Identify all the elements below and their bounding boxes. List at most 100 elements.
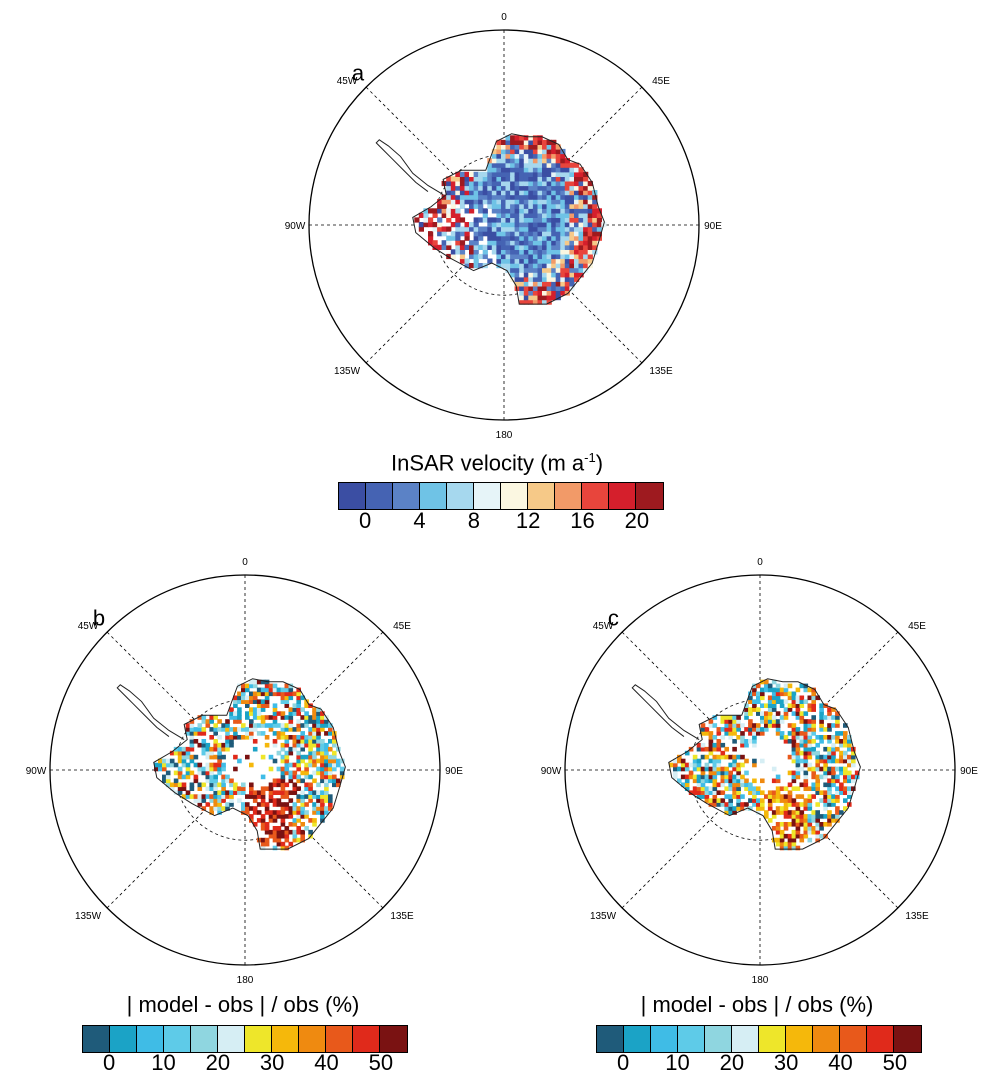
field-cell bbox=[280, 699, 286, 704]
field-cell bbox=[724, 715, 729, 720]
field-cell bbox=[811, 770, 816, 776]
field-cell bbox=[764, 715, 769, 720]
field-cell bbox=[336, 778, 341, 784]
field-cell bbox=[482, 176, 488, 182]
field-cell bbox=[712, 798, 718, 803]
field-cell bbox=[288, 774, 294, 780]
field-cell bbox=[491, 162, 497, 168]
field-cell bbox=[296, 727, 301, 732]
colorbar-swatch bbox=[393, 483, 420, 509]
field-cell bbox=[752, 739, 757, 744]
field-cell bbox=[432, 244, 438, 250]
field-cell bbox=[546, 249, 552, 255]
field-cell bbox=[519, 208, 525, 214]
field-cell bbox=[482, 194, 488, 200]
field-cell bbox=[177, 786, 183, 791]
field-cell bbox=[771, 699, 777, 704]
field-cell bbox=[564, 290, 570, 296]
field-cell bbox=[791, 731, 797, 736]
field-cell bbox=[744, 782, 749, 788]
field-cell bbox=[501, 139, 507, 145]
field-cell bbox=[795, 822, 801, 827]
field-cell bbox=[514, 240, 520, 246]
field-cell bbox=[752, 790, 757, 795]
field-cell bbox=[304, 762, 309, 768]
field-cell bbox=[249, 683, 254, 689]
field-cell bbox=[197, 742, 203, 748]
colorbar-swatch bbox=[732, 1026, 759, 1052]
field-cell bbox=[783, 739, 789, 744]
field-cell bbox=[587, 231, 593, 237]
field-cell bbox=[510, 212, 516, 218]
field-cell bbox=[505, 208, 511, 214]
field-cell bbox=[551, 217, 557, 223]
field-cell bbox=[300, 715, 305, 720]
field-cell bbox=[332, 754, 337, 760]
field-cell bbox=[724, 810, 729, 815]
field-cell bbox=[441, 240, 447, 246]
field-cell bbox=[260, 754, 266, 760]
field-cell bbox=[551, 285, 557, 291]
field-cell bbox=[487, 240, 493, 246]
field-cell bbox=[225, 742, 230, 748]
field-cell bbox=[523, 263, 529, 269]
field-cell bbox=[229, 715, 234, 720]
field-cell bbox=[831, 770, 836, 776]
field-cell bbox=[528, 299, 534, 305]
field-cell bbox=[592, 208, 598, 214]
field-cell bbox=[201, 798, 207, 803]
field-cell bbox=[803, 735, 809, 740]
field-cell bbox=[272, 802, 278, 807]
field-cell bbox=[779, 798, 785, 803]
field-cell bbox=[811, 695, 816, 701]
field-cell bbox=[487, 190, 493, 196]
field-cell bbox=[596, 217, 602, 223]
field-cell bbox=[775, 810, 781, 815]
field-cell bbox=[708, 731, 714, 736]
field-cell bbox=[523, 231, 529, 237]
field-cell bbox=[501, 208, 507, 214]
field-cell bbox=[546, 208, 552, 214]
field-cell bbox=[564, 267, 570, 273]
field-cell bbox=[700, 754, 706, 760]
field-cell bbox=[803, 814, 809, 819]
field-cell bbox=[324, 786, 329, 791]
field-cell bbox=[501, 231, 507, 237]
field-cell bbox=[473, 244, 479, 250]
field-cell bbox=[851, 786, 856, 791]
field-cell bbox=[209, 770, 214, 776]
field-cell bbox=[740, 739, 745, 744]
field-cell bbox=[501, 144, 507, 150]
field-cell bbox=[537, 180, 543, 187]
field-cell bbox=[528, 235, 534, 241]
field-cell bbox=[288, 790, 294, 795]
field-cell bbox=[748, 727, 753, 732]
field-cell bbox=[736, 770, 741, 776]
field-cell bbox=[276, 735, 282, 740]
field-cell bbox=[791, 833, 797, 839]
field-cell bbox=[304, 711, 309, 716]
field-cell bbox=[560, 263, 566, 269]
field-cell bbox=[546, 253, 552, 260]
field-cell bbox=[332, 739, 337, 744]
field-cell bbox=[328, 762, 333, 768]
field-cell bbox=[459, 203, 466, 209]
field-cell bbox=[775, 774, 781, 780]
field-cell bbox=[292, 746, 298, 752]
field-cell bbox=[316, 711, 321, 716]
field-cell bbox=[546, 235, 552, 241]
field-cell bbox=[528, 272, 534, 278]
field-cell bbox=[241, 802, 246, 807]
field-cell bbox=[771, 790, 777, 795]
field-cell bbox=[744, 742, 749, 748]
field-cell bbox=[264, 683, 270, 689]
field-cell bbox=[724, 794, 729, 799]
field-cell bbox=[264, 703, 270, 708]
field-cell bbox=[574, 231, 580, 237]
field-cell bbox=[542, 148, 548, 155]
field-cell bbox=[459, 199, 466, 205]
field-cell bbox=[799, 750, 805, 756]
field-cell bbox=[537, 267, 543, 273]
field-cell bbox=[574, 258, 580, 264]
field-cell bbox=[551, 158, 557, 164]
